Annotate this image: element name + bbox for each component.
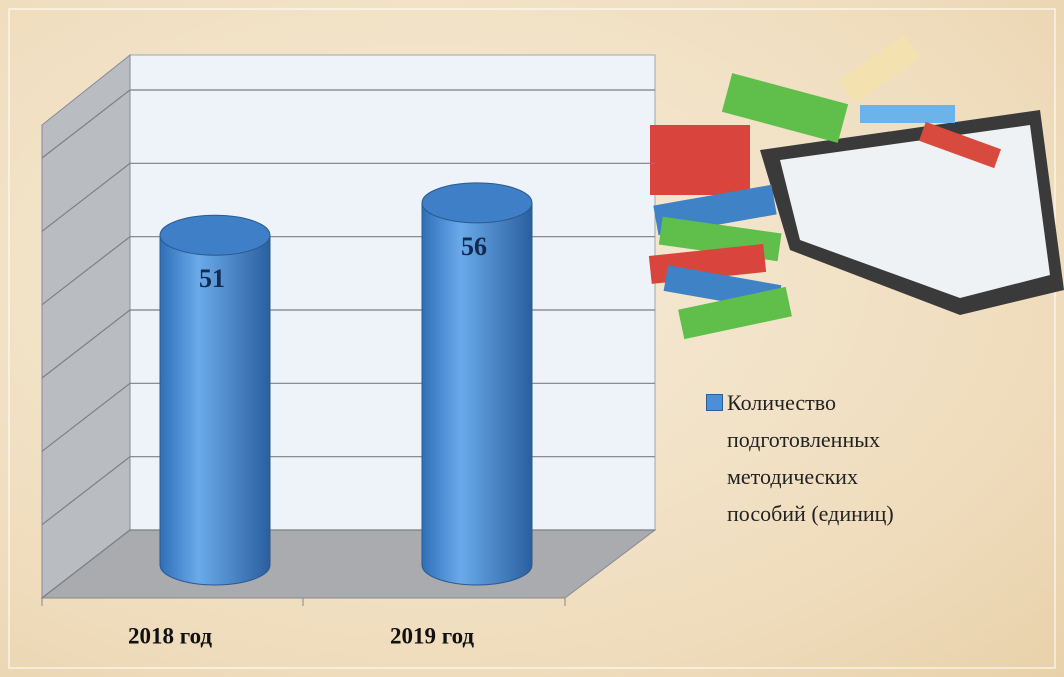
side-grid-line [41,382,131,452]
side-grid-line [41,162,131,232]
bar [421,202,533,586]
frame [8,8,1056,669]
side-grid-line [41,89,131,159]
bar [159,234,271,586]
bar-top [159,214,271,256]
x-tick-label: 2018 год [128,623,212,648]
x-tick-label: 2019 год [390,623,474,648]
side-grid-line [41,309,131,379]
data-label: 51 [199,264,225,293]
legend: Количество подготовленных методических п… [706,384,906,532]
side-grid-line [41,529,131,599]
legend-label: Количество подготовленных методических п… [727,390,894,526]
books-decoration [648,34,1064,340]
side-wall [41,53,131,600]
bar-top [421,182,533,224]
floor [40,529,657,599]
legend-swatch [706,394,723,411]
side-grid-line [41,236,131,306]
side-grid-line [41,456,131,526]
data-label: 56 [461,232,487,261]
